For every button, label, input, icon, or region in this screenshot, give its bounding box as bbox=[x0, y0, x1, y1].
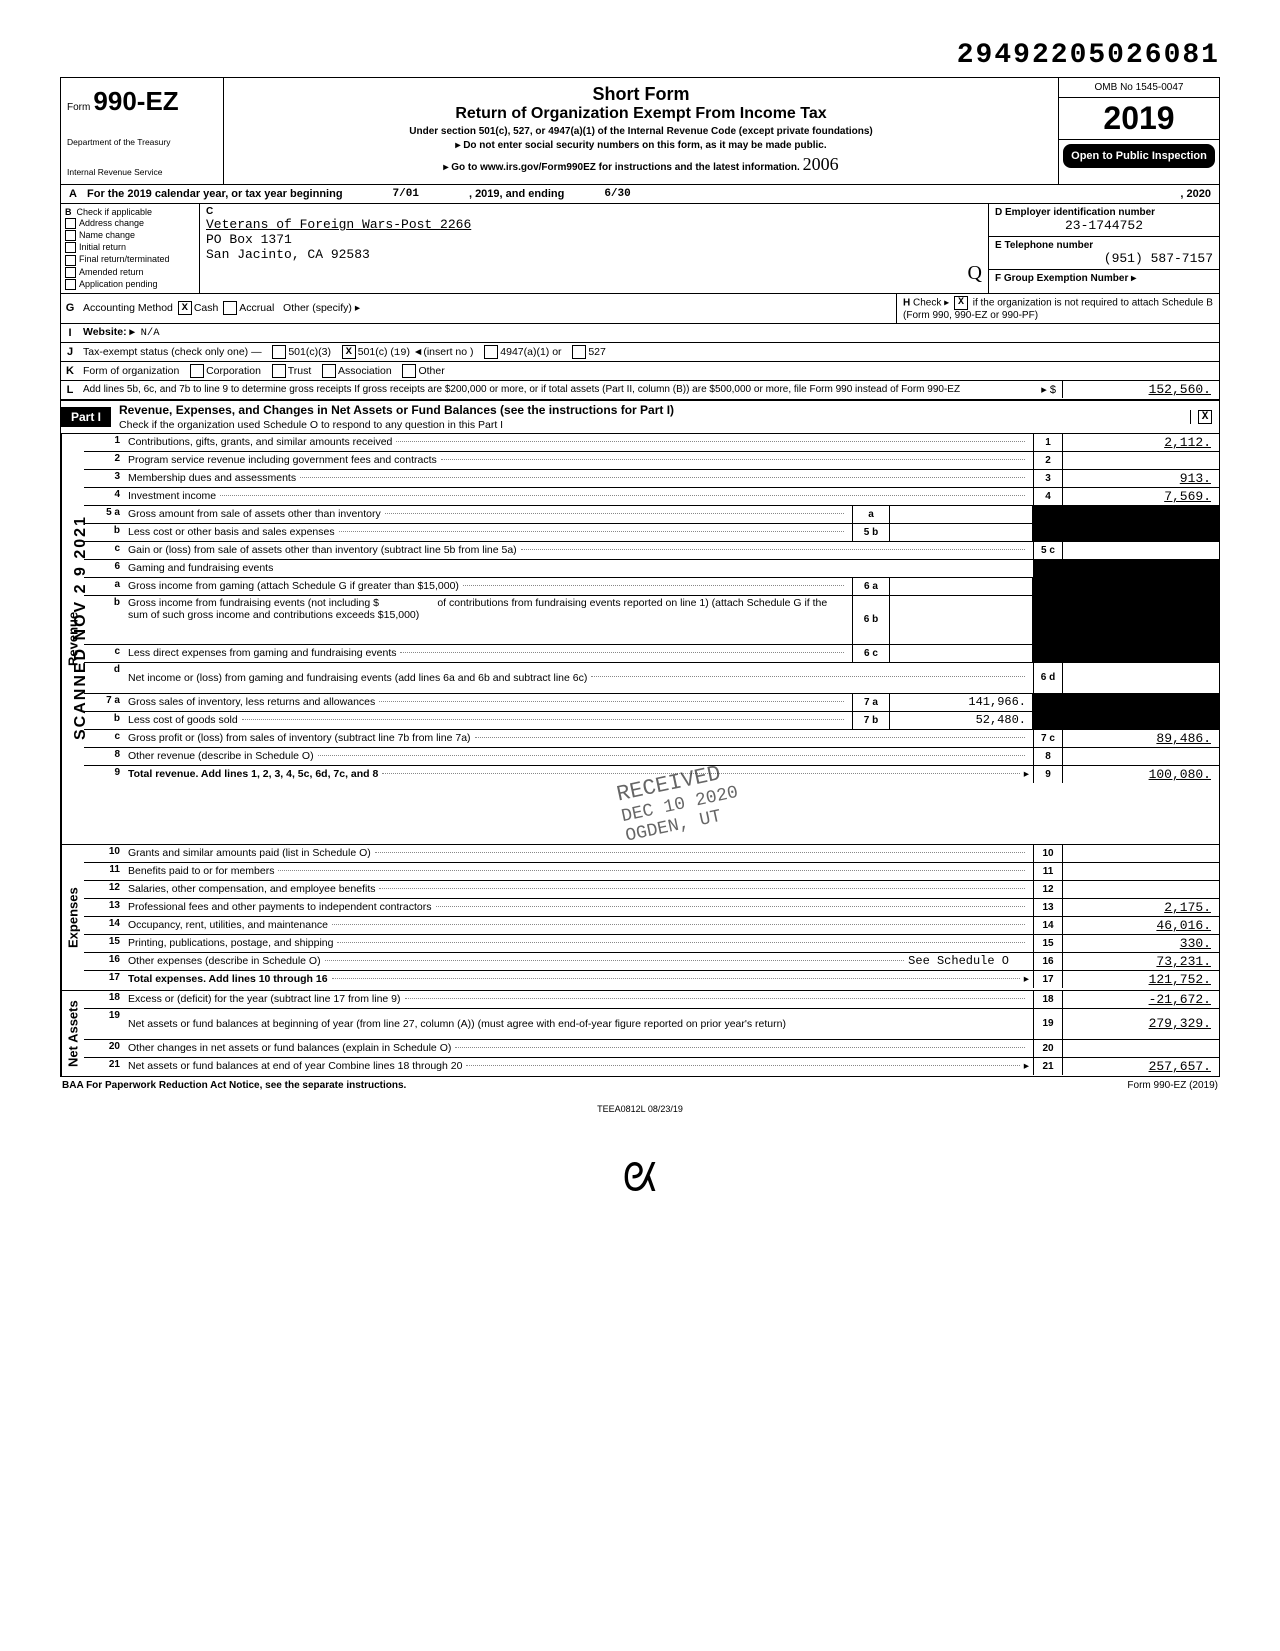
row-a-calendar: A For the 2019 calendar year, or tax yea… bbox=[60, 185, 1220, 204]
page-footer: BAA For Paperwork Reduction Act Notice, … bbox=[60, 1077, 1220, 1094]
subtitle-ssn: ▸ Do not enter social security numbers o… bbox=[234, 140, 1048, 151]
phone: (951) 587-7157 bbox=[995, 251, 1213, 266]
section-bcd: B Check if applicable Address change Nam… bbox=[60, 204, 1220, 293]
tax-year: 2019 bbox=[1059, 98, 1219, 140]
form-prefix: Form bbox=[67, 102, 90, 113]
title-return: Return of Organization Exempt From Incom… bbox=[234, 105, 1048, 123]
scheduleo-checkbox[interactable]: X bbox=[1198, 410, 1212, 424]
dept-irs: Internal Revenue Service bbox=[67, 167, 217, 177]
expenses-label: Expenses bbox=[61, 845, 84, 990]
title-short-form: Short Form bbox=[234, 84, 1048, 105]
form-header: Form 990-EZ Department of the Treasury I… bbox=[60, 77, 1220, 185]
subtitle-goto: ▸ Go to www.irs.gov/Form990EZ for instru… bbox=[234, 154, 1048, 175]
ein: 23-1744752 bbox=[995, 218, 1213, 233]
dln-number: 29492205026081 bbox=[60, 40, 1220, 71]
cash-checkbox[interactable]: X bbox=[178, 301, 192, 315]
revenue-label: Revenue bbox=[61, 434, 84, 844]
omb-number: OMB No 1545-0047 bbox=[1059, 78, 1219, 98]
accrual-checkbox[interactable] bbox=[223, 301, 237, 315]
part1-header: Part I Revenue, Expenses, and Changes in… bbox=[60, 400, 1220, 434]
gross-receipts: 152,560. bbox=[1062, 381, 1219, 398]
subtitle-code: Under section 501(c), 527, or 4947(a)(1)… bbox=[234, 126, 1048, 137]
form-number: 990-EZ bbox=[93, 86, 178, 116]
teea-code: TEEA0812L 08/23/19 bbox=[60, 1104, 1220, 1114]
org-addr2: San Jacinto, CA 92583 bbox=[206, 247, 982, 262]
org-name: Veterans of Foreign Wars-Post 2266 bbox=[206, 217, 982, 232]
handwritten-2006: 2006 bbox=[803, 154, 839, 174]
signature-initials: ᘡ bbox=[60, 1154, 1220, 1201]
website: N/A bbox=[141, 327, 160, 339]
part1-table: Revenue 1Contributions, gifts, grants, a… bbox=[60, 434, 1220, 1077]
netassets-label: Net Assets bbox=[61, 991, 84, 1076]
open-inspection: Open to Public Inspection bbox=[1063, 144, 1215, 168]
scheduleb-checkbox[interactable]: X bbox=[954, 296, 968, 310]
handwritten-q: Q bbox=[206, 262, 982, 285]
org-addr1: PO Box 1371 bbox=[206, 232, 982, 247]
dept-treasury: Department of the Treasury bbox=[67, 137, 217, 147]
